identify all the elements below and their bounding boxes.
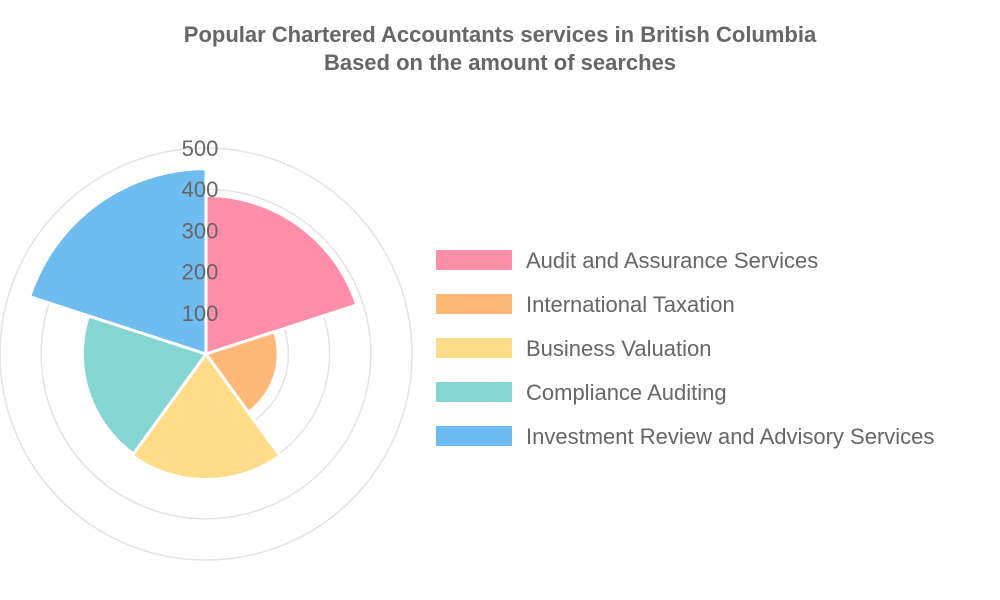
- radial-ticks: 100 200 300 400 500: [182, 136, 219, 326]
- chart-legend: Audit and Assurance Services Internationa…: [436, 248, 934, 449]
- grid-ring-500: [0, 147, 413, 561]
- slice-international-taxation[interactable]: [204, 330, 280, 414]
- legend-label-1[interactable]: Audit and Assurance Services: [526, 248, 818, 273]
- chart-title-line-1: Popular Chartered Accountants services i…: [184, 22, 817, 47]
- legend-swatch-3[interactable]: [436, 338, 512, 358]
- legend-swatch-2[interactable]: [436, 294, 512, 314]
- slice-compliance-auditing[interactable]: [80, 314, 208, 456]
- legend-label-3[interactable]: Business Valuation: [526, 336, 712, 361]
- chart-title-line-2: Based on the amount of searches: [324, 50, 676, 75]
- legend-swatch-4[interactable]: [436, 382, 512, 402]
- tick-label-400: 400: [182, 177, 219, 202]
- chart-slices: [28, 167, 359, 482]
- legend-label-2[interactable]: International Taxation: [526, 292, 735, 317]
- legend-label-5[interactable]: Investment Review and Advisory Services: [526, 424, 934, 449]
- tick-label-200: 200: [182, 260, 219, 285]
- slice-audit-and-assurance-services[interactable]: [204, 193, 359, 356]
- slice-investment-review-and-advisory-services[interactable]: [28, 167, 208, 356]
- tick-label-100: 100: [182, 301, 219, 326]
- legend-swatch-5[interactable]: [436, 426, 512, 446]
- legend-swatch-1[interactable]: [436, 250, 512, 270]
- tick-label-300: 300: [182, 218, 219, 243]
- slice-business-valuation[interactable]: [130, 352, 282, 482]
- legend-label-4[interactable]: Compliance Auditing: [526, 380, 727, 405]
- tick-label-500: 500: [182, 136, 219, 161]
